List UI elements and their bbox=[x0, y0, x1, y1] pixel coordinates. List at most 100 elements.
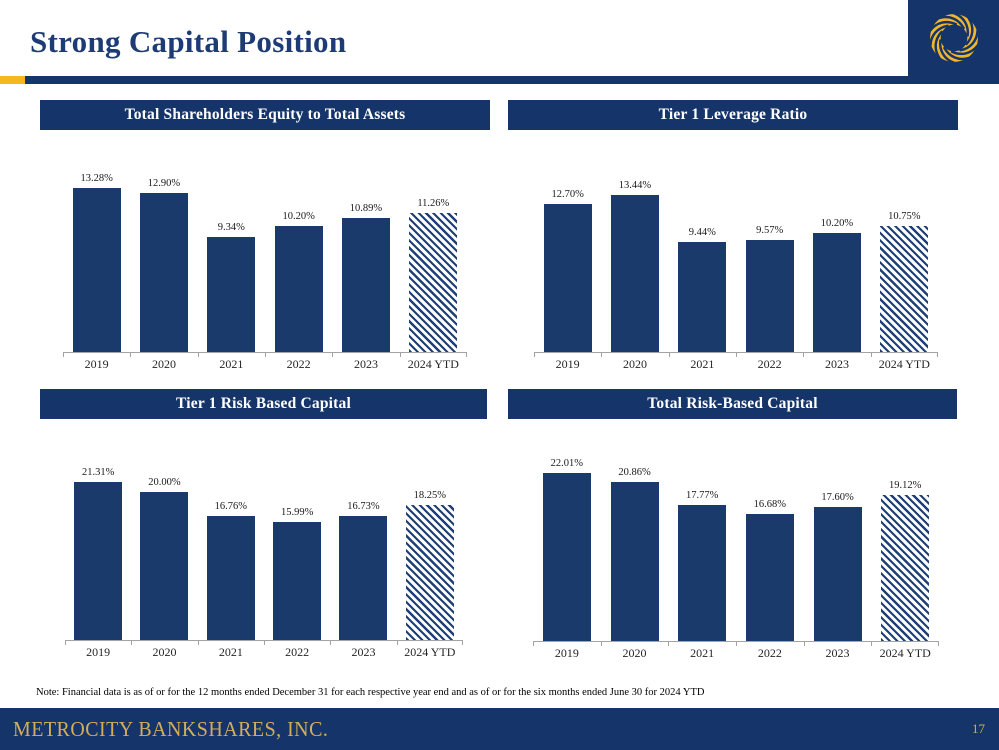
axis-tick bbox=[937, 352, 938, 357]
bar-slot: 18.25% bbox=[397, 419, 463, 640]
bar-value-label: 22.01% bbox=[550, 458, 584, 469]
axis-category-label: 2020 bbox=[622, 357, 647, 371]
bar-slot: 10.89% bbox=[332, 130, 399, 352]
axis-category-row: 2019 2020 2021 2022 2023 2024 YTD bbox=[63, 352, 467, 372]
bar-value-label: 17.60% bbox=[821, 492, 854, 503]
bar-2019 bbox=[72, 188, 121, 352]
bar-value-label: 16.73% bbox=[347, 501, 380, 512]
axis-tick bbox=[130, 352, 132, 357]
page-title: Strong Capital Position bbox=[30, 24, 347, 59]
axis-category-label: 2024 YTD bbox=[879, 646, 931, 660]
chart-panel-total-risk-based: Total Risk-Based Capital 22.01% 20.86% 17.… bbox=[508, 389, 957, 674]
axis-tick bbox=[668, 352, 670, 357]
axis-category-label: 2024 YTD bbox=[878, 357, 930, 371]
bar-2020 bbox=[610, 482, 659, 641]
bar-value-label: 20.86% bbox=[618, 467, 651, 478]
axis-category-label: 2019 bbox=[554, 646, 579, 660]
axis-tick bbox=[396, 640, 398, 645]
bar-slot: 13.44% bbox=[601, 130, 668, 352]
bar-slot: 21.31% bbox=[65, 419, 131, 640]
bar-value-label: 9.34% bbox=[217, 222, 245, 233]
axis-tick bbox=[600, 641, 602, 646]
bar-2020 bbox=[610, 195, 659, 352]
bar-slot: 16.76% bbox=[198, 419, 264, 640]
bar-slot: 15.99% bbox=[264, 419, 330, 640]
bar-slot: 13.28% bbox=[63, 130, 130, 352]
axis-tick bbox=[668, 641, 670, 646]
bar-value-label: 18.25% bbox=[413, 490, 446, 501]
bar-2022 bbox=[274, 226, 323, 352]
swirl-logo-icon bbox=[928, 11, 979, 65]
bar-chart-plot: 22.01% 20.86% 17.77% 16.68% 17.60% 19.12% 2019… bbox=[533, 419, 939, 660]
chart-title: Tier 1 Risk Based Capital bbox=[40, 389, 487, 419]
bar-slot: 17.77% bbox=[668, 419, 736, 641]
axis-category-label: 2019 bbox=[84, 357, 109, 371]
bar-slot: 9.34% bbox=[198, 130, 265, 352]
bar-slot: 16.73% bbox=[330, 419, 396, 640]
bar-slot: 11.26% bbox=[400, 130, 467, 352]
axis-tick bbox=[466, 352, 467, 357]
axis-tick bbox=[871, 641, 873, 646]
bar-2023 bbox=[813, 507, 862, 641]
bar-slot: 17.60% bbox=[804, 419, 872, 641]
chart-panel-tier1-risk-based: Tier 1 Risk Based Capital 21.31% 20.00% 16… bbox=[40, 389, 487, 674]
chart-title: Tier 1 Leverage Ratio bbox=[508, 100, 958, 130]
bar-value-label: 10.20% bbox=[282, 211, 315, 222]
bar-slots: 13.28% 12.90% 9.34% 10.20% 10.89% 11.26% bbox=[63, 130, 467, 352]
axis-category-label: 2023 bbox=[353, 357, 378, 371]
bar-2020 bbox=[140, 492, 189, 640]
bar-2021 bbox=[206, 516, 255, 640]
axis-category-label: 2019 bbox=[86, 645, 111, 659]
bar-value-label: 15.99% bbox=[280, 507, 314, 518]
axis-category-label: 2022 bbox=[285, 645, 310, 659]
axis-category-label: 2024 YTD bbox=[404, 645, 456, 659]
axis-tick bbox=[736, 352, 737, 357]
bar-slot: 20.00% bbox=[131, 419, 197, 640]
bar-2021 bbox=[678, 505, 727, 641]
bar-slot: 22.01% bbox=[533, 419, 601, 641]
axis-tick bbox=[601, 352, 603, 357]
axis-category-row: 2019 2020 2021 2022 2023 2024 YTD bbox=[533, 641, 939, 661]
axis-category-label: 2021 bbox=[218, 645, 243, 659]
axis-category-label: 2024 YTD bbox=[407, 357, 459, 371]
bar-value-label: 13.28% bbox=[80, 173, 113, 184]
axis-tick bbox=[736, 641, 737, 646]
bar-value-label: 19.12% bbox=[889, 480, 922, 491]
bar-slot: 9.44% bbox=[669, 130, 736, 352]
axis-category-label: 2023 bbox=[824, 357, 849, 371]
chart-panel-tier1-leverage: Tier 1 Leverage Ratio 12.70% 13.44% 9.44% 9… bbox=[508, 100, 958, 382]
bar-slot: 16.68% bbox=[736, 419, 804, 641]
axis-tick bbox=[65, 640, 66, 645]
bar-value-label: 17.77% bbox=[685, 490, 719, 501]
bar-value-label: 16.68% bbox=[753, 499, 787, 510]
axis-tick bbox=[462, 640, 463, 645]
bar-value-label: 16.76% bbox=[214, 501, 247, 512]
bar-chart-plot: 13.28% 12.90% 9.34% 10.20% 10.89% 11.26% 2019 2… bbox=[63, 130, 467, 371]
bar-slot: 9.57% bbox=[736, 130, 803, 352]
company-logo bbox=[908, 0, 999, 76]
bar-2023 bbox=[339, 516, 388, 640]
bar-2023 bbox=[812, 233, 861, 352]
bar-2024-ytd bbox=[881, 495, 930, 641]
axis-category-row: 2019 2020 2021 2022 2023 2024 YTD bbox=[534, 352, 938, 372]
axis-tick bbox=[265, 352, 266, 357]
axis-tick bbox=[332, 352, 334, 357]
axis-category-label: 2019 bbox=[555, 357, 580, 371]
bar-slot: 10.20% bbox=[803, 130, 870, 352]
bar-value-label: 12.90% bbox=[147, 178, 181, 189]
axis-category-label: 2023 bbox=[351, 645, 376, 659]
axis-tick bbox=[870, 352, 872, 357]
axis-tick bbox=[803, 352, 805, 357]
bar-2021 bbox=[207, 237, 256, 352]
axis-category-label: 2022 bbox=[757, 646, 782, 660]
bar-value-label: 10.89% bbox=[349, 203, 383, 214]
axis-tick bbox=[803, 641, 805, 646]
axis-tick bbox=[197, 640, 199, 645]
bar-value-label: 11.26% bbox=[417, 198, 450, 209]
bar-2023 bbox=[341, 218, 390, 352]
bar-chart-plot: 12.70% 13.44% 9.44% 9.57% 10.20% 10.75% 2019 20… bbox=[534, 130, 938, 371]
axis-tick bbox=[264, 640, 265, 645]
bar-value-label: 12.70% bbox=[551, 189, 584, 200]
bar-2024-ytd bbox=[409, 213, 458, 352]
